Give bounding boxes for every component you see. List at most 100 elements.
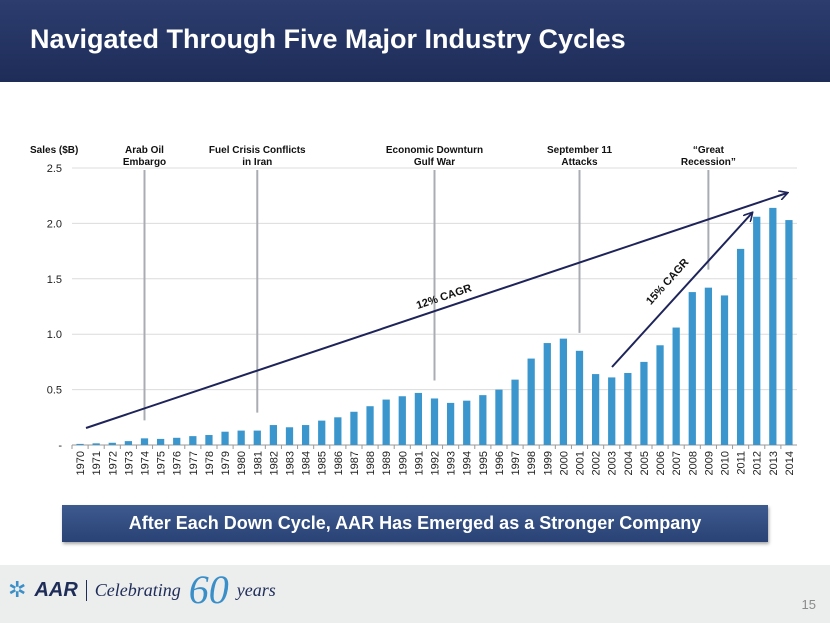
x-tick-label: 1976 (172, 451, 184, 475)
bar-1992 (430, 398, 439, 445)
x-tick-label: 1986 (333, 451, 345, 475)
bar-1970 (76, 443, 84, 445)
x-tick-label: 1992 (430, 451, 442, 475)
bar-1996 (495, 389, 503, 445)
bar-1997 (511, 379, 519, 445)
x-tick-label: 1978 (204, 451, 216, 475)
x-tick-label: 1982 (268, 451, 280, 475)
x-tick-label: 1981 (252, 451, 264, 475)
bar-2003 (608, 377, 616, 445)
event-label: Economic Downturn (386, 145, 483, 156)
event-label: “Great (693, 145, 725, 156)
footer (0, 565, 830, 623)
bar-1998 (527, 358, 535, 445)
bar-2008 (688, 292, 696, 445)
x-tick-label: 1984 (301, 451, 313, 475)
event-label: Fuel Crisis Conflicts (209, 145, 306, 156)
celebrating-text: Celebrating (85, 579, 181, 601)
bar-1985 (318, 420, 326, 445)
x-tick-label: 1997 (510, 451, 522, 475)
bar-2007 (672, 327, 680, 445)
x-tick-label: 2010 (720, 451, 732, 475)
x-tick-label: 1998 (526, 451, 538, 475)
bar-2001 (575, 350, 584, 445)
x-tick-label: 2005 (639, 451, 651, 475)
x-tick-label: 2009 (703, 451, 715, 475)
company-logo: ✲ AAR Celebrating 60 years (8, 567, 276, 612)
x-tick-label: 2011 (736, 451, 748, 475)
x-tick-label: 1990 (397, 451, 409, 475)
years-text: years (236, 579, 276, 600)
x-tick-label: 2002 (591, 451, 603, 475)
x-tick-label: 2007 (671, 451, 683, 475)
x-tick-label: 1991 (413, 451, 425, 475)
x-tick-label: 1985 (317, 451, 329, 475)
bar-1971 (92, 443, 100, 445)
x-tick-label: 1972 (107, 451, 119, 475)
bar-1982 (269, 425, 278, 445)
bar-1974 (140, 438, 149, 445)
x-tick-label: 1999 (542, 451, 554, 475)
page-title: Navigated Through Five Major Industry Cy… (30, 24, 626, 54)
bar-1979 (221, 431, 229, 445)
bar-1980 (237, 430, 245, 445)
cagr-12-arrow (85, 193, 787, 429)
bar-1995 (479, 395, 487, 445)
event-label: Attacks (561, 157, 598, 168)
bar-1975 (156, 438, 165, 445)
x-tick-label: 1993 (446, 451, 458, 475)
bar-2000 (559, 338, 568, 445)
bar-1991 (414, 392, 423, 445)
x-tick-label: 1980 (236, 451, 248, 475)
y-tick-label: 1.5 (47, 274, 62, 286)
event-label: in Iran (242, 157, 272, 168)
bar-2005 (640, 361, 648, 445)
x-tick-label: 2008 (687, 451, 699, 475)
x-tick-label: 2006 (655, 451, 667, 475)
y-tick-label: 1.0 (47, 329, 62, 341)
x-tick-label: 1987 (349, 451, 361, 475)
sixty-mark: 60 (188, 567, 229, 612)
x-tick-label: 1979 (220, 451, 232, 475)
y-tick-label: 0.5 (47, 385, 62, 397)
x-tick-label: 1974 (140, 451, 152, 475)
event-label: September 11 (547, 145, 612, 156)
bar-1989 (382, 399, 390, 445)
bar-1987 (350, 411, 358, 445)
bar-2010 (720, 295, 729, 445)
event-label: Embargo (123, 157, 166, 168)
bar-1994 (463, 400, 471, 445)
x-tick-label: 1996 (494, 451, 506, 475)
x-tick-label: 2003 (607, 451, 619, 475)
bar-1993 (446, 402, 455, 445)
y-tick-label: - (58, 440, 62, 452)
bar-1981 (253, 430, 261, 445)
x-tick-label: 2000 (558, 451, 570, 475)
event-label: Recession” (681, 157, 736, 168)
bar-1977 (189, 436, 197, 445)
bar-1984 (301, 425, 310, 445)
x-tick-label: 2001 (575, 451, 587, 475)
event-label: Arab Oil (125, 145, 164, 156)
x-tick-label: 1977 (188, 451, 200, 475)
bar-1983 (285, 427, 294, 445)
bar-2009 (704, 287, 713, 445)
title-bar: Navigated Through Five Major Industry Cy… (0, 0, 830, 82)
bar-2011 (736, 248, 745, 445)
bar-2004 (624, 372, 632, 445)
bar-1999 (543, 343, 551, 445)
bar-1973 (124, 441, 133, 445)
cagr-15-arrow (611, 213, 752, 368)
page-number: 15 (801, 597, 816, 612)
summary-banner: After Each Down Cycle, AAR Has Emerged a… (62, 505, 768, 542)
y-tick-label: 2.5 (47, 163, 62, 175)
bar-2012 (753, 216, 761, 445)
aar-emblem-icon: ✲ (8, 577, 27, 602)
event-label: Gulf War (414, 157, 455, 168)
logo-text: AAR (34, 578, 78, 601)
bar-2002 (591, 374, 600, 445)
x-tick-label: 2004 (623, 451, 635, 475)
bar-1972 (108, 442, 116, 445)
bar-1976 (173, 437, 181, 445)
